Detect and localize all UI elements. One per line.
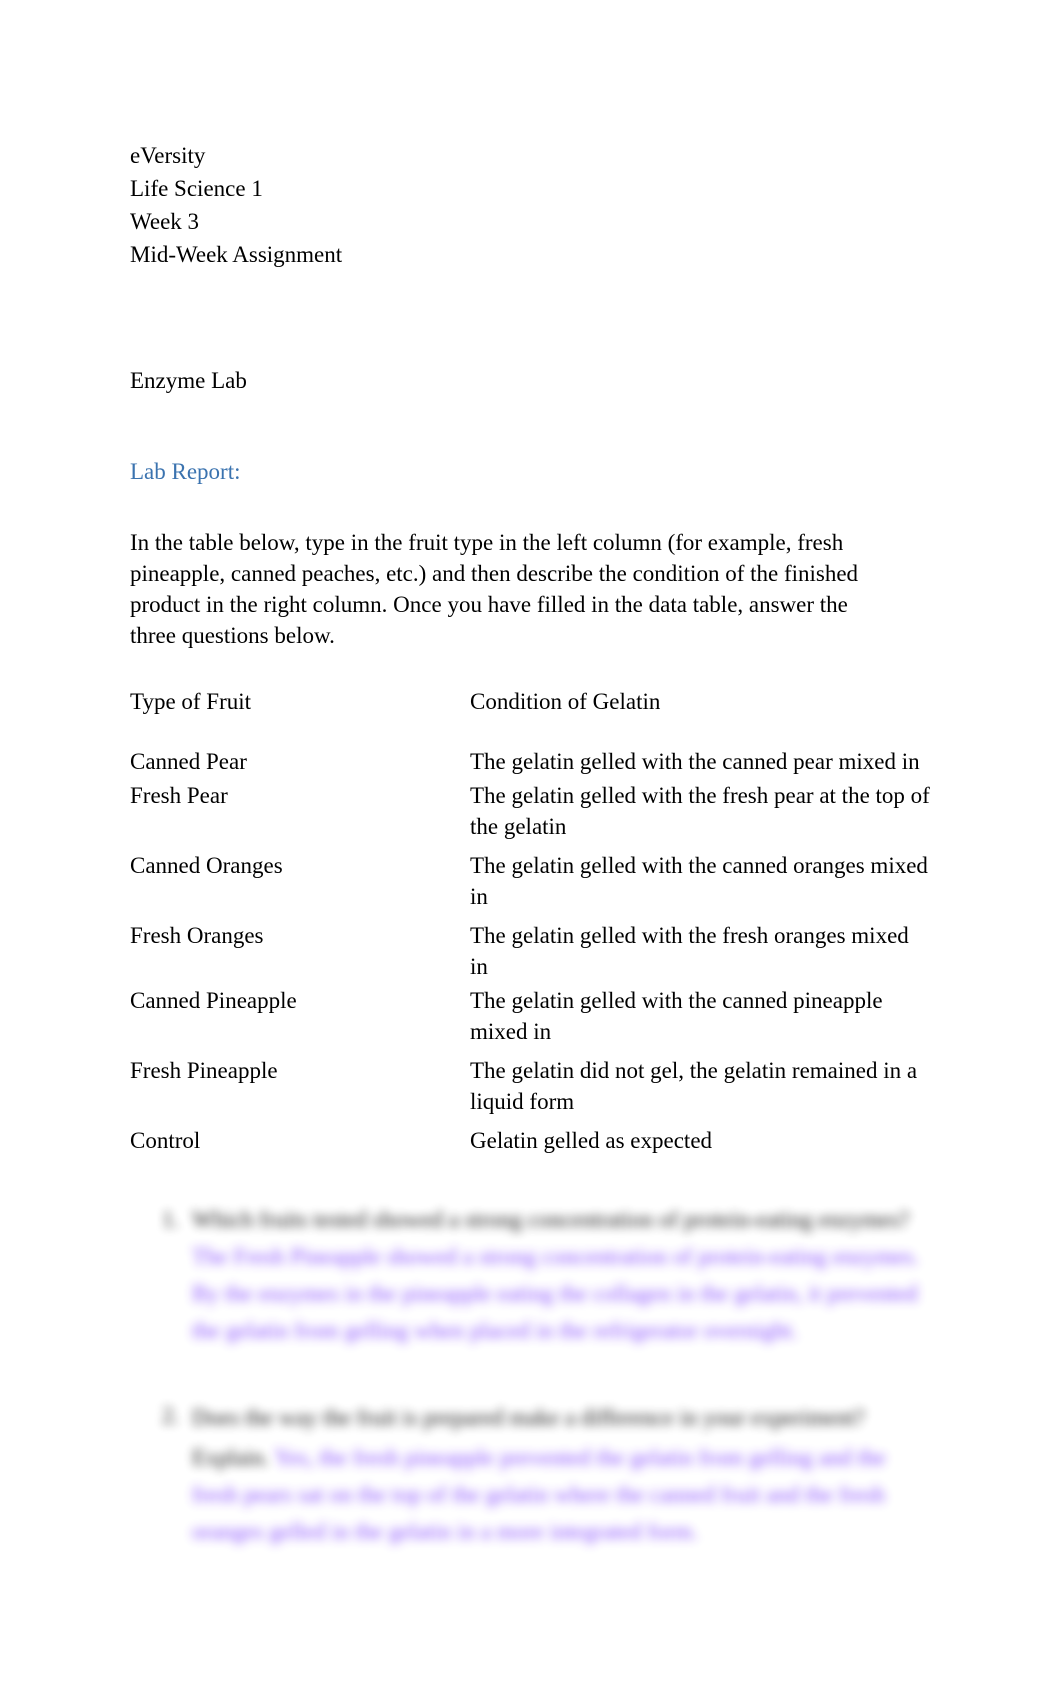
assignment-line: Mid-Week Assignment bbox=[130, 239, 932, 270]
question-number: 1. bbox=[162, 1204, 179, 1235]
table-row: Canned PearThe gelatin gelled with the c… bbox=[130, 746, 932, 780]
table-cell-condition: The gelatin gelled with the canned orang… bbox=[470, 850, 932, 920]
table-cell-condition: The gelatin gelled with the fresh pear a… bbox=[470, 780, 932, 850]
data-table: Type of Fruit Condition of Gelatin Canne… bbox=[130, 686, 932, 1159]
table-cell-condition: The gelatin gelled with the fresh orange… bbox=[470, 920, 932, 985]
question-prompt-explain: Explain. bbox=[192, 1445, 274, 1470]
table-cell-fruit: Fresh Oranges bbox=[130, 920, 470, 985]
questions-section: 1. Which fruits tested showed a strong co… bbox=[130, 1204, 932, 1551]
question-answer: The Fresh Pineapple showed a strong conc… bbox=[192, 1239, 932, 1349]
intro-paragraph: In the table below, type in the fruit ty… bbox=[130, 527, 890, 651]
table-header-fruit: Type of Fruit bbox=[130, 686, 470, 745]
table-cell-fruit: Fresh Pear bbox=[130, 780, 470, 850]
section-title: Enzyme Lab bbox=[130, 365, 932, 396]
table-cell-fruit: Canned Pear bbox=[130, 746, 470, 780]
question: 2.Does the way the fruit is prepared mak… bbox=[192, 1400, 932, 1551]
question-body: Does the way the fruit is prepared make … bbox=[192, 1400, 932, 1551]
lab-report-label: Lab Report: bbox=[130, 456, 932, 487]
question-prompt: Does the way the fruit is prepared make … bbox=[192, 1400, 932, 1437]
table-cell-fruit: Canned Oranges bbox=[130, 850, 470, 920]
table-row: Canned PineappleThe gelatin gelled with … bbox=[130, 985, 932, 1055]
question-number: 2. bbox=[162, 1400, 179, 1431]
table-row: Canned OrangesThe gelatin gelled with th… bbox=[130, 850, 932, 920]
question: 1.Which fruits tested showed a strong co… bbox=[192, 1204, 932, 1349]
week-line: Week 3 bbox=[130, 206, 932, 237]
table-header-condition: Condition of Gelatin bbox=[470, 686, 932, 745]
question-prompt-line2: Explain. Yes, the fresh pineapple preven… bbox=[192, 1440, 932, 1550]
table-cell-condition: The gelatin gelled with the canned pear … bbox=[470, 746, 932, 780]
table-cell-condition: The gelatin gelled with the canned pinea… bbox=[470, 985, 932, 1055]
table-cell-fruit: Fresh Pineapple bbox=[130, 1055, 470, 1125]
table-header-row: Type of Fruit Condition of Gelatin bbox=[130, 686, 932, 745]
institution-line: eVersity bbox=[130, 140, 932, 171]
table-cell-fruit: Canned Pineapple bbox=[130, 985, 470, 1055]
document-header: eVersity Life Science 1 Week 3 Mid-Week … bbox=[130, 140, 932, 270]
question-prompt: Which fruits tested showed a strong conc… bbox=[192, 1204, 932, 1235]
table-row: Fresh PineappleThe gelatin did not gel, … bbox=[130, 1055, 932, 1125]
table-row: Fresh PearThe gelatin gelled with the fr… bbox=[130, 780, 932, 850]
table-row: Fresh OrangesThe gelatin gelled with the… bbox=[130, 920, 932, 985]
course-line: Life Science 1 bbox=[130, 173, 932, 204]
table-cell-condition: The gelatin did not gel, the gelatin rem… bbox=[470, 1055, 932, 1125]
question-answer: Yes, the fresh pineapple prevented the g… bbox=[192, 1445, 886, 1544]
table-cell-fruit: Control bbox=[130, 1125, 470, 1159]
table-cell-condition: Gelatin gelled as expected bbox=[470, 1125, 932, 1159]
table-row: ControlGelatin gelled as expected bbox=[130, 1125, 932, 1159]
